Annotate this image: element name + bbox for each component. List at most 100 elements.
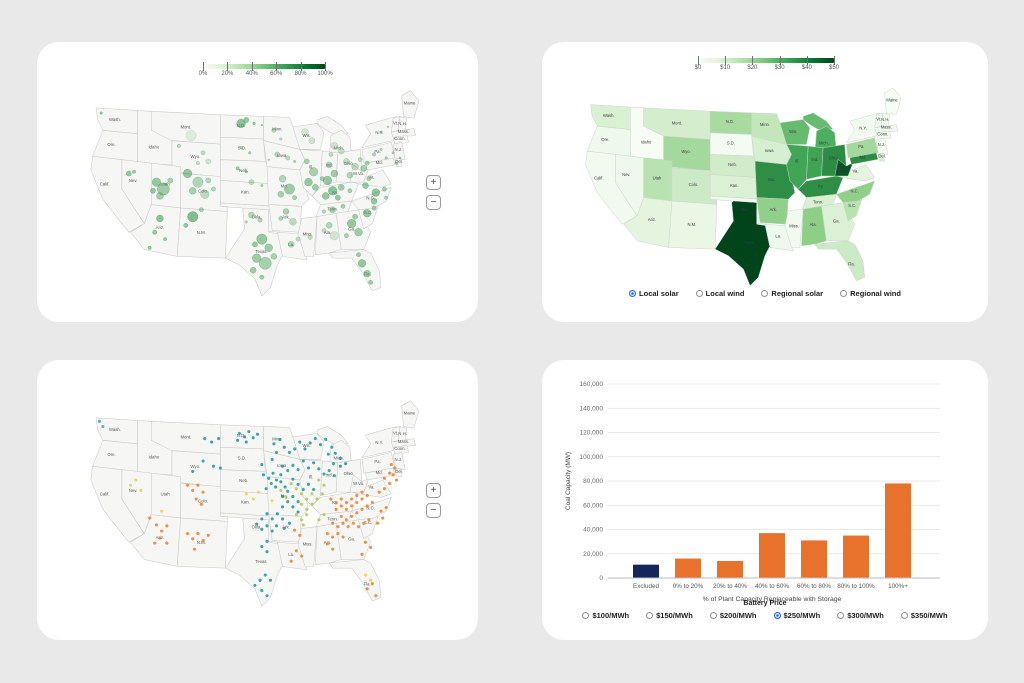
plant-dot[interactable]: [322, 513, 326, 517]
plant-bubble[interactable]: [322, 209, 326, 214]
plant-bubble[interactable]: [200, 150, 206, 156]
plant-bubble[interactable]: [322, 175, 332, 185]
plant-dot[interactable]: [322, 483, 326, 487]
plant-bubble[interactable]: [196, 161, 200, 166]
plant-dot[interactable]: [360, 507, 364, 511]
plant-dot[interactable]: [360, 552, 364, 556]
plant-dot[interactable]: [339, 514, 343, 518]
bar-60-to-80-[interactable]: [801, 540, 827, 578]
plant-dot[interactable]: [185, 532, 190, 536]
plant-dot[interactable]: [291, 494, 295, 499]
plant-bubble[interactable]: [252, 241, 258, 248]
plant-dot[interactable]: [299, 518, 304, 522]
plant-bubble[interactable]: [329, 231, 339, 241]
plant-dot[interactable]: [134, 478, 138, 482]
plant-dot[interactable]: [351, 521, 355, 525]
plant-dot[interactable]: [294, 513, 298, 517]
radio-unselected-icon[interactable]: [840, 290, 848, 297]
plant-dot[interactable]: [355, 494, 359, 498]
plant-dot[interactable]: [267, 476, 271, 480]
plant-dot[interactable]: [192, 547, 197, 551]
plant-bubble[interactable]: [289, 218, 297, 226]
plant-dot[interactable]: [296, 482, 300, 486]
plant-dot[interactable]: [382, 487, 387, 491]
plant-dot[interactable]: [255, 432, 260, 436]
plant-dot[interactable]: [334, 507, 338, 511]
plant-bubble[interactable]: [156, 192, 164, 200]
plant-dot[interactable]: [375, 521, 380, 525]
plant-bubble[interactable]: [394, 161, 399, 165]
plant-dot[interactable]: [296, 500, 300, 504]
plant-dot[interactable]: [265, 524, 269, 528]
plant-dot[interactable]: [322, 472, 326, 476]
state-texas[interactable]: [714, 200, 772, 286]
plant-dot[interactable]: [365, 587, 369, 591]
plant-dot[interactable]: [350, 504, 354, 508]
plant-dot[interactable]: [203, 437, 207, 441]
plant-bubble[interactable]: [287, 241, 295, 248]
plant-dot[interactable]: [388, 471, 392, 475]
zoom-in-button[interactable]: +: [426, 175, 441, 190]
plant-bubble[interactable]: [285, 155, 291, 161]
plant-bubble[interactable]: [151, 177, 161, 187]
plant-dot[interactable]: [341, 521, 345, 525]
plant-dot[interactable]: [362, 521, 366, 525]
plant-dot[interactable]: [294, 487, 298, 491]
plant-dot[interactable]: [369, 578, 373, 582]
plant-dot[interactable]: [384, 506, 388, 510]
plant-dot[interactable]: [286, 489, 290, 493]
plant-dot[interactable]: [344, 518, 349, 522]
plant-dot[interactable]: [160, 509, 164, 513]
plant-dot[interactable]: [327, 468, 331, 473]
plant-dot[interactable]: [330, 445, 334, 449]
plant-dot[interactable]: [244, 440, 248, 444]
plant-dot[interactable]: [299, 502, 304, 506]
plant-dot[interactable]: [331, 547, 335, 551]
plant-dot[interactable]: [296, 510, 300, 514]
plant-dot[interactable]: [360, 490, 364, 494]
state-la[interactable]: [764, 223, 794, 252]
state-maine[interactable]: [884, 87, 902, 115]
plant-bubble[interactable]: [279, 137, 283, 141]
radio--300-mwh[interactable]: $300/MWh: [837, 611, 884, 620]
state-wv[interactable]: [834, 159, 854, 177]
plant-dot[interactable]: [325, 532, 330, 536]
plant-bubble[interactable]: [338, 184, 345, 191]
us-dot-map[interactable]: Wash. Ore. Calif. Idaho Mont. Wyo. Nev. Utah Col…: [77, 390, 457, 615]
plant-dot[interactable]: [291, 463, 295, 467]
plant-dot[interactable]: [305, 513, 309, 517]
plant-dot[interactable]: [260, 527, 264, 531]
plant-dot[interactable]: [306, 466, 311, 470]
plant-dot[interactable]: [388, 481, 392, 486]
plant-dot[interactable]: [338, 464, 342, 468]
plant-bubble[interactable]: [244, 220, 248, 224]
radio-unselected-icon[interactable]: [582, 612, 590, 619]
plant-dot[interactable]: [260, 544, 264, 549]
plant-bubble[interactable]: [156, 214, 164, 223]
plant-dot[interactable]: [201, 538, 205, 543]
plant-dot[interactable]: [360, 497, 364, 501]
plant-dot[interactable]: [301, 459, 305, 463]
plant-bubble[interactable]: [244, 170, 248, 174]
plant-bubble[interactable]: [391, 151, 395, 155]
plant-bubble[interactable]: [256, 233, 268, 245]
plant-dot[interactable]: [139, 488, 143, 492]
plant-bubble[interactable]: [362, 182, 369, 189]
plant-dot[interactable]: [217, 437, 221, 441]
plant-bubble[interactable]: [330, 169, 338, 178]
plant-dot[interactable]: [279, 480, 283, 484]
state-va[interactable]: [837, 164, 875, 182]
plant-dot[interactable]: [265, 539, 269, 543]
plant-bubble[interactable]: [185, 130, 197, 141]
plant-dot[interactable]: [247, 430, 251, 434]
plant-dot[interactable]: [336, 525, 340, 529]
plant-dot[interactable]: [260, 462, 264, 467]
plant-dot[interactable]: [270, 529, 274, 533]
plant-bubble[interactable]: [312, 184, 319, 191]
plant-dot[interactable]: [393, 466, 397, 470]
plant-bubble[interactable]: [183, 222, 189, 228]
plant-dot[interactable]: [268, 578, 273, 582]
plant-dot[interactable]: [280, 464, 285, 468]
plant-bubble[interactable]: [239, 146, 243, 150]
plant-bubble[interactable]: [328, 186, 338, 196]
